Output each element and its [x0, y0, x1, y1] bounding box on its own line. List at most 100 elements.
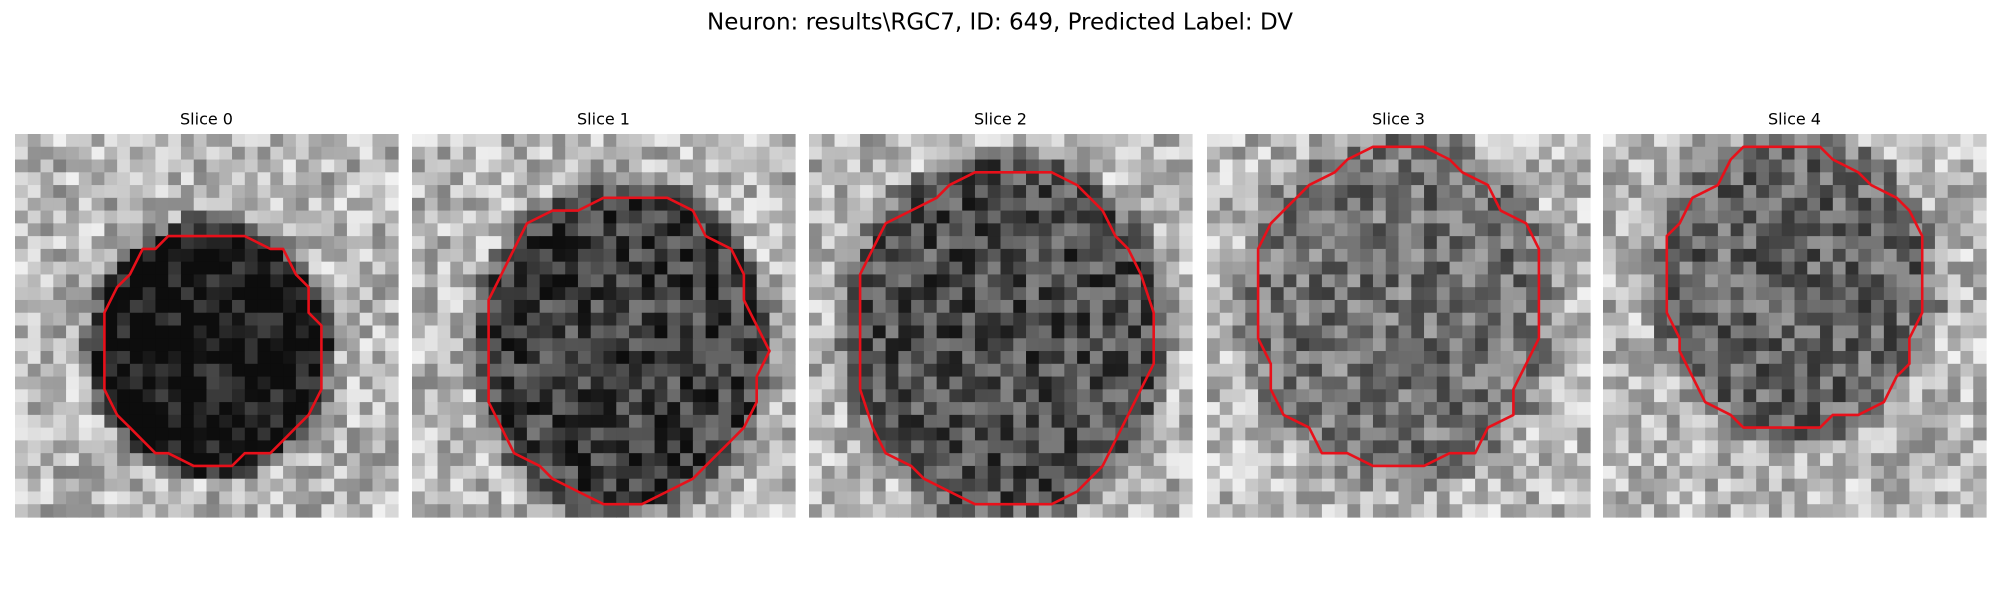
pixel — [834, 453, 848, 467]
pixel — [450, 465, 464, 480]
pixel — [1717, 287, 1732, 301]
pixel — [1372, 504, 1387, 518]
pixel — [860, 236, 874, 250]
pixel — [1513, 159, 1527, 173]
pixel — [1807, 274, 1821, 288]
pixel — [962, 325, 976, 339]
pixel — [603, 402, 617, 416]
pixel — [539, 312, 554, 327]
pixel — [1832, 465, 1847, 480]
pixel — [1013, 287, 1027, 301]
pixel — [437, 172, 451, 186]
pixel — [129, 312, 144, 327]
pixel — [1385, 197, 1400, 212]
pixel — [155, 504, 169, 518]
pixel — [1603, 197, 1617, 212]
pixel — [78, 146, 93, 161]
pixel — [1960, 402, 1974, 416]
pixel — [847, 210, 861, 224]
pixel — [987, 325, 1002, 339]
pixel — [1000, 287, 1014, 301]
pixel — [743, 134, 758, 148]
pixel — [1219, 453, 1234, 467]
pixel — [514, 248, 528, 263]
pixel — [1603, 236, 1617, 250]
pixel — [1115, 351, 1129, 365]
pixel — [27, 274, 42, 288]
pixel — [1896, 236, 1910, 250]
pixel — [321, 465, 335, 480]
pixel — [232, 248, 246, 263]
pixel — [1922, 427, 1936, 441]
pixel — [731, 414, 745, 429]
pixel — [1973, 453, 1987, 467]
pixel — [1115, 223, 1129, 237]
pixel — [834, 287, 848, 301]
pixel — [1845, 402, 1859, 416]
pixel — [437, 453, 451, 467]
pixel — [885, 427, 899, 441]
pixel — [743, 185, 758, 199]
pixel — [40, 351, 54, 365]
pixel — [283, 351, 297, 365]
pixel — [1166, 440, 1180, 454]
pixel — [232, 402, 246, 416]
pixel — [129, 325, 144, 339]
pixel — [1245, 440, 1259, 454]
pixel — [1398, 504, 1412, 518]
pixel — [1398, 210, 1412, 224]
pixel — [603, 465, 617, 480]
pixel — [1475, 236, 1489, 250]
pixel — [1245, 223, 1259, 237]
pixel — [923, 504, 938, 518]
pixel — [91, 185, 105, 199]
pixel — [488, 159, 502, 173]
pixel — [1487, 465, 1502, 480]
pixel — [1960, 172, 1974, 186]
pixel — [1500, 223, 1514, 237]
pixel — [1398, 465, 1412, 480]
pixel — [974, 465, 989, 480]
pixel — [1973, 146, 1987, 161]
pixel — [129, 389, 144, 403]
pixel — [616, 478, 630, 493]
pixel — [1871, 440, 1885, 454]
pixel — [142, 491, 157, 505]
pixel — [1845, 325, 1859, 339]
pixel — [372, 440, 386, 454]
pixel — [1666, 134, 1681, 148]
pixel — [962, 236, 976, 250]
pixel — [257, 389, 271, 403]
pixel — [974, 146, 989, 161]
pixel — [756, 274, 771, 288]
pixel — [244, 440, 259, 454]
pixel — [257, 261, 271, 276]
pixel — [117, 491, 131, 505]
pixel — [1000, 312, 1014, 327]
pixel — [1679, 351, 1693, 365]
pixel — [1692, 287, 1706, 301]
pixel — [1730, 491, 1745, 505]
pixel — [809, 427, 823, 441]
pixel — [1309, 248, 1323, 263]
pixel — [1038, 351, 1053, 365]
pixel — [334, 338, 348, 352]
pixel — [1692, 274, 1706, 288]
pixel — [603, 197, 617, 212]
pixel — [590, 236, 605, 250]
pixel — [257, 185, 271, 199]
pixel — [1166, 146, 1180, 161]
pixel — [1089, 274, 1104, 288]
pixel — [872, 134, 887, 148]
pixel — [1140, 325, 1155, 339]
pixel — [1832, 185, 1847, 199]
pixel — [321, 376, 335, 390]
pixel — [1309, 427, 1323, 441]
pixel — [1258, 299, 1272, 314]
pixel — [1577, 134, 1591, 148]
pixel — [1462, 236, 1476, 250]
pixel — [1077, 389, 1091, 403]
pixel — [1743, 440, 1757, 454]
pixel — [603, 453, 617, 467]
pixel — [91, 402, 105, 416]
